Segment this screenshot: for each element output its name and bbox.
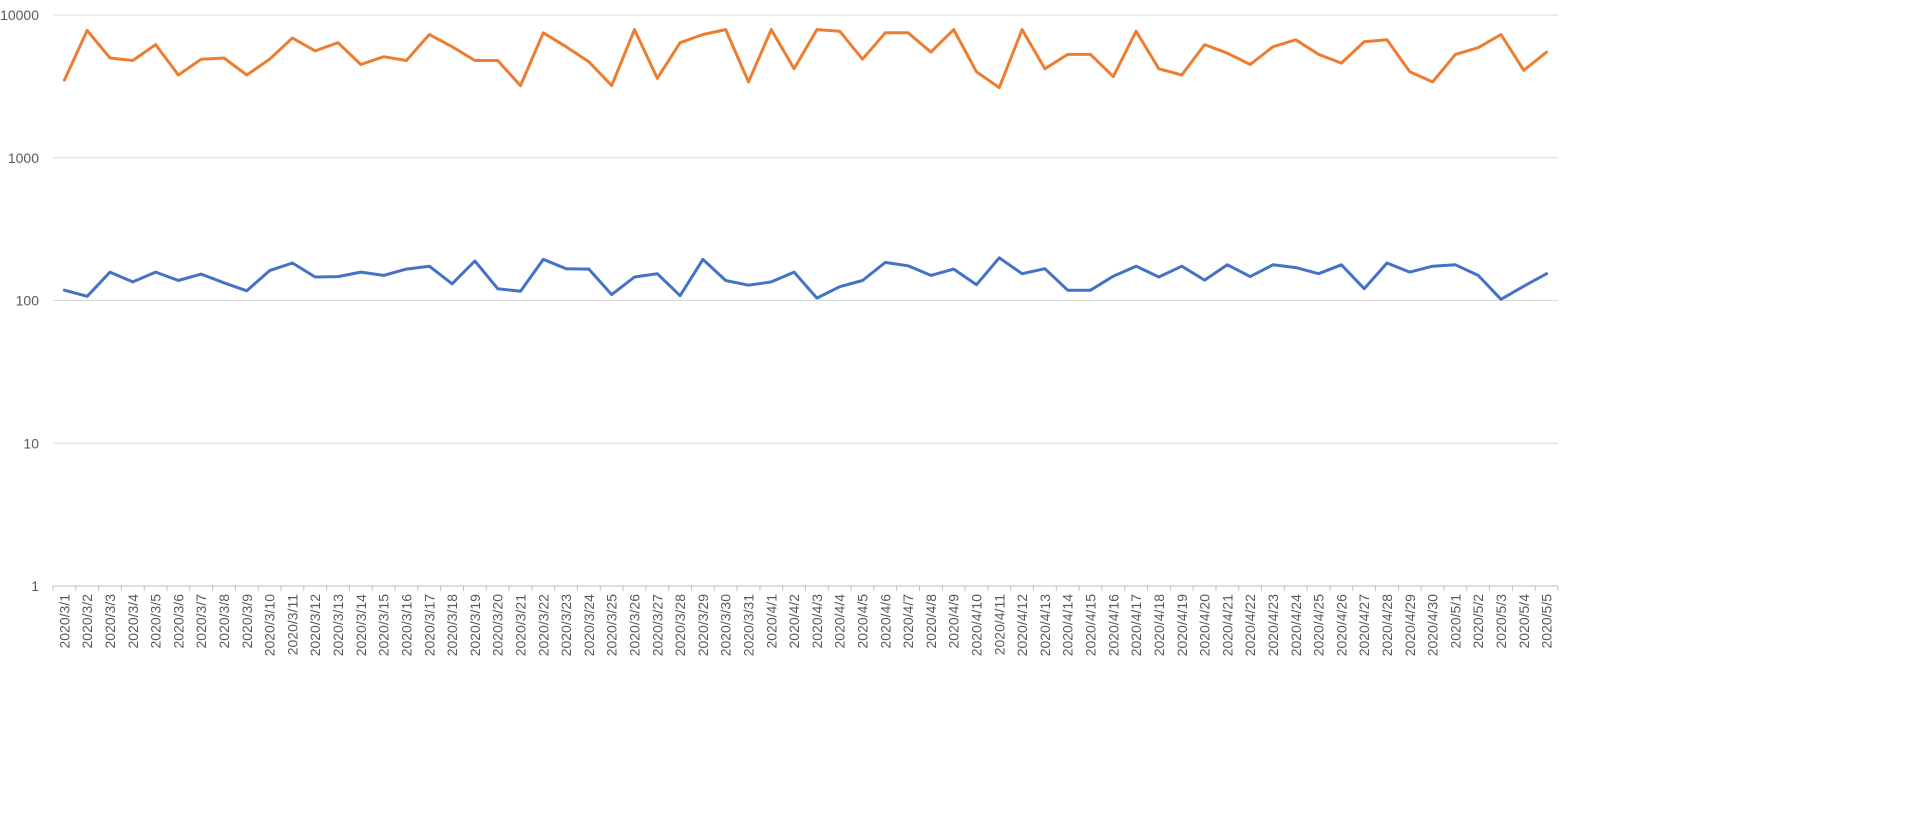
x-tick-label: 2020/4/6 [877, 594, 893, 649]
x-tick-label: 2020/4/5 [855, 594, 871, 649]
y-tick-label: 10000 [0, 7, 39, 23]
x-tick-label: 2020/4/2 [786, 594, 802, 649]
x-tick-label: 2020/3/15 [376, 594, 392, 656]
x-tick-label: 2020/3/29 [695, 594, 711, 656]
series-line-2 [62, 256, 1549, 301]
x-tick-label: 2020/3/26 [626, 594, 642, 656]
x-tick-label: 2020/3/3 [102, 594, 118, 649]
x-tick-label: 2020/4/11 [991, 594, 1007, 655]
x-tick-label: 2020/3/21 [512, 594, 528, 656]
series-line-1 [62, 28, 1549, 90]
x-tick-label: 2020/4/29 [1402, 594, 1418, 656]
x-tick-label: 2020/3/16 [398, 594, 414, 656]
x-tick-label: 2020/3/10 [262, 594, 278, 656]
x-tick-label: 2020/4/3 [809, 594, 825, 649]
x-axis-tick-marks [52, 586, 1559, 591]
x-tick-label: 2020/3/17 [421, 594, 437, 656]
x-tick-label: 2020/4/12 [1014, 594, 1030, 656]
x-tick-label: 2020/4/26 [1333, 594, 1349, 656]
x-tick-label: 2020/4/24 [1288, 594, 1304, 656]
x-tick-label: 2020/3/4 [125, 594, 141, 649]
y-tick-label: 100 [16, 293, 40, 309]
x-tick-label: 2020/3/28 [672, 594, 688, 656]
y-axis-tick-labels: 1 10 100 1000 10000 [0, 7, 39, 594]
x-tick-label: 2020/4/15 [1083, 594, 1099, 656]
x-tick-label: 2020/4/28 [1379, 594, 1395, 656]
x-tick-label: 2020/4/16 [1105, 594, 1121, 656]
x-tick-label: 2020/3/23 [558, 594, 574, 656]
x-tick-label: 2020/3/1 [56, 594, 72, 649]
x-tick-label: 2020/4/14 [1060, 594, 1076, 656]
x-tick-label: 2020/4/4 [832, 594, 848, 649]
x-tick-label: 2020/4/22 [1242, 594, 1258, 656]
x-tick-label: 2020/4/30 [1425, 594, 1441, 656]
x-tick-label: 2020/3/24 [581, 594, 597, 656]
gridlines [53, 14, 1558, 444]
x-tick-label: 2020/4/17 [1128, 594, 1144, 656]
y-tick-label: 1000 [8, 150, 39, 166]
x-tick-label: 2020/5/4 [1516, 594, 1532, 649]
x-tick-label: 2020/3/27 [649, 594, 665, 656]
x-tick-label: 2020/3/14 [353, 594, 369, 656]
x-tick-label: 2020/4/25 [1311, 594, 1327, 656]
x-tick-label: 2020/5/1 [1447, 594, 1463, 649]
x-tick-label: 2020/3/20 [490, 594, 506, 656]
x-tick-label: 2020/4/10 [969, 594, 985, 656]
x-tick-label: 2020/4/23 [1265, 594, 1281, 656]
x-tick-label: 2020/3/31 [740, 594, 756, 656]
x-tick-label: 2020/4/1 [763, 594, 779, 649]
x-tick-label: 2020/4/21 [1219, 594, 1235, 656]
x-tick-label: 2020/5/2 [1470, 594, 1486, 649]
x-tick-label: 2020/3/18 [444, 594, 460, 656]
x-tick-label: 2020/4/18 [1151, 594, 1167, 656]
y-tick-label: 10 [23, 435, 39, 451]
x-tick-label: 2020/5/5 [1539, 594, 1555, 649]
x-tick-label: 2020/4/27 [1356, 594, 1372, 656]
x-tick-label: 2020/3/9 [239, 594, 255, 649]
y-tick-label: 1 [31, 578, 39, 594]
x-tick-label: 2020/4/9 [946, 594, 962, 649]
x-tick-label: 2020/3/8 [216, 594, 232, 649]
x-tick-label: 2020/4/13 [1037, 594, 1053, 656]
x-tick-label: 2020/3/25 [604, 594, 620, 656]
x-tick-label: 2020/4/8 [923, 594, 939, 649]
x-tick-label: 2020/3/19 [467, 594, 483, 656]
x-tick-label: 2020/3/11 [284, 594, 300, 655]
x-tick-label: 2020/4/20 [1197, 594, 1213, 656]
x-tick-label: 2020/5/3 [1493, 594, 1509, 649]
x-tick-label: 2020/3/2 [79, 594, 95, 649]
x-tick-label: 2020/3/22 [535, 594, 551, 656]
x-axis-tick-labels: 2020/3/1 2020/3/2 2020/3/3 2020/3/4 2020/3/5… [56, 594, 1554, 657]
x-tick-label: 2020/3/12 [307, 594, 323, 656]
x-tick-label: 2020/3/7 [193, 594, 209, 649]
x-tick-label: 2020/4/7 [900, 594, 916, 649]
x-tick-label: 2020/3/6 [170, 594, 186, 649]
x-tick-label: 2020/3/5 [148, 594, 164, 649]
x-tick-label: 2020/4/19 [1174, 594, 1190, 656]
x-tick-label: 2020/3/30 [718, 594, 734, 656]
x-tick-label: 2020/3/13 [330, 594, 346, 656]
series-lines [62, 28, 1549, 301]
